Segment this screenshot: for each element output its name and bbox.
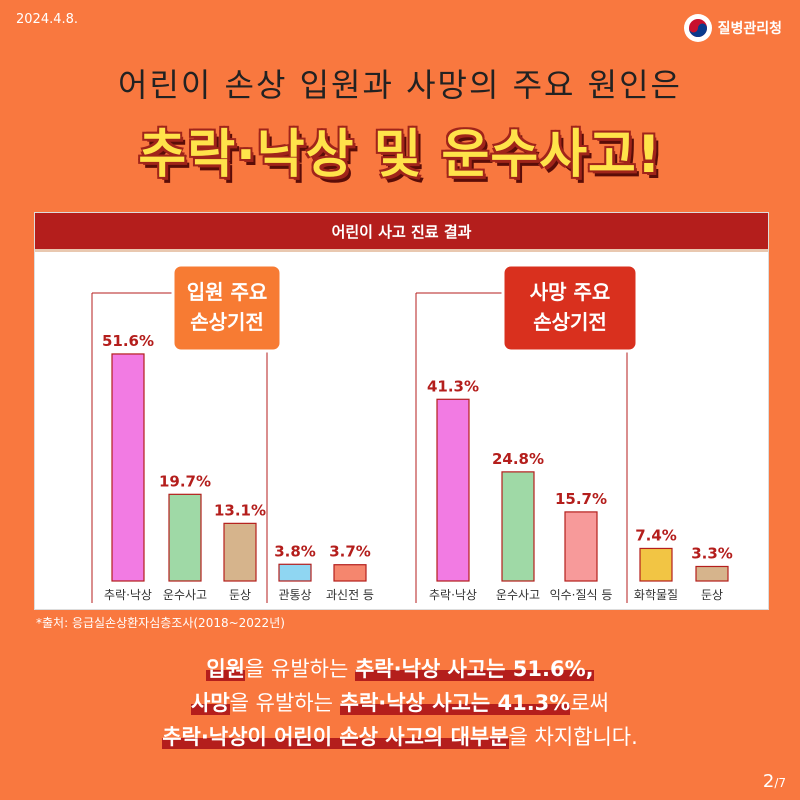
summary-text-part: 을 유발하는 bbox=[229, 691, 340, 715]
summary-line-3: 추락·낙상이 어린이 손상 사고의 대부분을 차지합니다. bbox=[0, 720, 800, 754]
summary-hl: 입원 bbox=[206, 657, 245, 681]
chart-bar bbox=[695, 565, 729, 582]
chart-bar bbox=[111, 353, 145, 582]
summary-text-part: 로써 bbox=[570, 691, 609, 715]
summary-text-part: 을 차지합니다. bbox=[508, 725, 638, 749]
page-indicator: 2/7 bbox=[763, 771, 786, 792]
summary-line-1: 입원을 유발하는 추락·낙상 사고는 51.6%, bbox=[0, 652, 800, 686]
chart-value-label: 51.6% bbox=[102, 332, 154, 350]
chart-bar bbox=[333, 564, 367, 582]
summary-text-part: 을 유발하는 bbox=[245, 657, 355, 681]
org-logo-block: 질병관리청 bbox=[683, 14, 782, 42]
source-note: *출처: 응급실손상환자심층조사(2018~2022년) bbox=[36, 616, 285, 630]
chart-bar bbox=[501, 471, 535, 582]
date-label: 2024.4.8. bbox=[16, 12, 79, 27]
chart-title-line: 입원 주요 bbox=[187, 280, 268, 304]
chart-value-label: 41.3% bbox=[427, 377, 479, 395]
chart-category-label: 추락·낙상 bbox=[429, 588, 477, 602]
chart-category-label: 둔상 bbox=[701, 588, 723, 602]
chart-title-line: 사망 주요 bbox=[530, 280, 611, 304]
taegeuk-icon bbox=[683, 14, 712, 42]
headline: 어린이 손상 입원과 사망의 주요 원인은 bbox=[118, 66, 682, 104]
chart-value-label: 24.8% bbox=[492, 450, 544, 468]
chart-value-label: 3.7% bbox=[329, 543, 371, 561]
summary-hl: 추락·낙상이 어린이 손상 사고의 대부분 bbox=[162, 725, 509, 749]
chart-category-label: 둔상 bbox=[229, 588, 251, 602]
chart-value-label: 7.4% bbox=[635, 526, 677, 544]
page-total: /7 bbox=[774, 776, 786, 790]
summary-hl: 추락·낙상 사고는 51.6%, bbox=[354, 657, 594, 681]
chart-value-label: 15.7% bbox=[555, 490, 607, 508]
chart-bar bbox=[278, 563, 312, 582]
chart-category-label: 익수·질식 등 bbox=[550, 588, 613, 602]
panel-title: 어린이 사고 진료 결과 bbox=[35, 213, 768, 252]
page-current: 2 bbox=[762, 771, 775, 792]
summary-line-2: 사망을 유발하는 추락·낙상 사고는 41.3%로써 bbox=[0, 686, 800, 720]
chart-title-box bbox=[501, 263, 639, 353]
chart-category-label: 관통상 bbox=[278, 588, 311, 602]
chart-bar bbox=[564, 511, 598, 582]
chart-bar bbox=[168, 493, 202, 582]
org-name: 질병관리청 bbox=[717, 21, 782, 37]
chart-title-line: 손상기전 bbox=[190, 310, 264, 334]
chart-category-label: 과신전 등 bbox=[326, 588, 374, 602]
chart-value-label: 19.7% bbox=[159, 472, 211, 490]
chart-category-label: 운수사고 bbox=[163, 588, 207, 602]
chart-value-label: 3.3% bbox=[691, 544, 733, 562]
big-title: 추락·낙상 및 운수사고! bbox=[138, 125, 662, 185]
chart-bar bbox=[436, 398, 470, 582]
chart-value-label: 3.8% bbox=[274, 542, 316, 560]
chart-bar bbox=[223, 522, 257, 582]
chart-bar bbox=[639, 547, 673, 582]
chart-category-label: 추락·낙상 bbox=[104, 588, 152, 602]
summary-hl: 사망 bbox=[191, 691, 230, 715]
chart-title-box bbox=[171, 263, 283, 353]
chart-title-line: 손상기전 bbox=[533, 310, 607, 334]
summary-hl: 추락·낙상 사고는 41.3% bbox=[339, 691, 571, 715]
summary-text: 입원을 유발하는 추락·낙상 사고는 51.6%, 사망을 유발하는 추락·낙상… bbox=[0, 652, 800, 754]
chart-category-label: 운수사고 bbox=[496, 588, 540, 602]
chart-category-label: 화학물질 bbox=[634, 588, 678, 602]
chart-value-label: 13.1% bbox=[214, 501, 266, 519]
